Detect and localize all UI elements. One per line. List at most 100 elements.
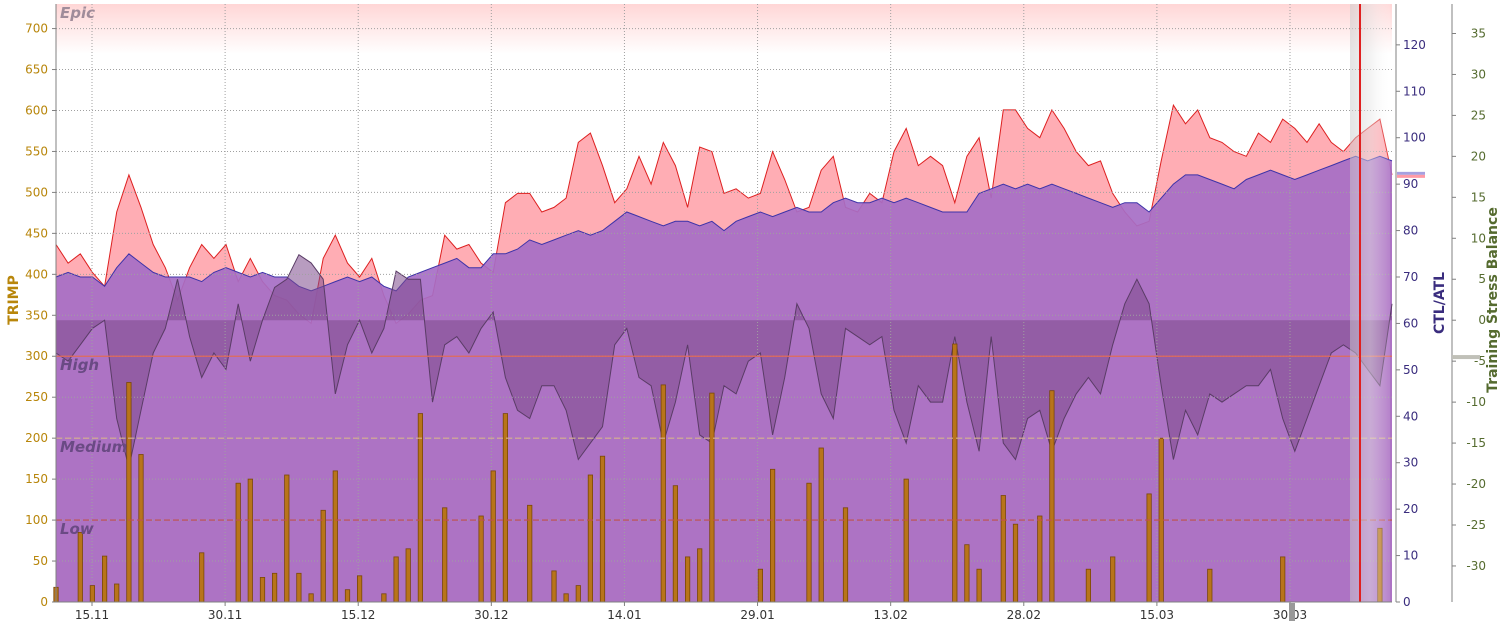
tsb-tick-label: -15 [1466, 436, 1486, 450]
trimp-tick-label: 600 [25, 103, 48, 117]
x-tick-label: 30.11 [208, 608, 242, 622]
trimp-bar [356, 575, 363, 603]
trimp-bar [842, 507, 849, 603]
ctl-atl-tick-label: 50 [1403, 363, 1418, 377]
zone-label-high: High [60, 356, 99, 374]
tsb-marker [1452, 355, 1480, 360]
trimp-axis-title: TRIMP [6, 275, 22, 325]
tsb-tick-label: 35 [1471, 26, 1486, 40]
ctl-line [55, 155, 1393, 292]
trimp-bar [1146, 493, 1152, 603]
trimp-bar [308, 593, 314, 603]
x-tick-label: 15.03 [1140, 608, 1174, 622]
trimp-bar [903, 478, 909, 603]
trimp-tick-label: 500 [25, 185, 48, 199]
trimp-tick-label: 700 [25, 22, 48, 36]
zone-label-epic: Epic [60, 4, 95, 22]
trimp-bar [284, 474, 290, 603]
atl-marker [1397, 174, 1425, 178]
tsb-tick-label: 30 [1471, 67, 1486, 81]
x-tick-label: 14.01 [607, 608, 641, 622]
ctl-atl-tick-label: 30 [1403, 456, 1418, 470]
ctl-atl-axis-title: CTL/ATL [1432, 272, 1448, 334]
tsb-tick-label: 10 [1471, 231, 1486, 245]
trimp-tick-label: 50 [33, 554, 48, 568]
trimp-bar [563, 593, 569, 603]
ctl-atl-tick-label: 120 [1403, 38, 1426, 52]
trimp-bar [709, 392, 715, 603]
cursor-position-marker[interactable] [1289, 603, 1295, 621]
tsb-tick-label: -10 [1466, 395, 1486, 409]
trimp-bar [89, 585, 95, 603]
trimp-bar [1037, 515, 1043, 603]
trimp-tick-label: 0 [40, 595, 48, 609]
tsb-tick-label: -25 [1466, 518, 1486, 532]
trimp-bar [806, 482, 812, 603]
trimp-bar [126, 382, 132, 603]
trimp-bar [332, 470, 338, 603]
trimp-bar [697, 548, 703, 603]
ctl-atl-tick-label: 40 [1403, 409, 1418, 423]
ctl-atl-tick-label: 60 [1403, 316, 1418, 330]
x-tick-label: 30.12 [474, 608, 508, 622]
trimp-bar [77, 532, 83, 603]
tsb-tick-label: 0 [1478, 313, 1486, 327]
tsb-tick-label: 5 [1478, 272, 1486, 286]
trimp-bar [587, 474, 594, 603]
trimp-bar [976, 568, 982, 603]
ctl-marker [1397, 171, 1425, 175]
trimp-bar [490, 470, 496, 603]
ctl-atl-tick-label: 90 [1403, 177, 1418, 191]
trimp-bar [660, 384, 666, 603]
trimp-bar [1012, 523, 1019, 603]
trimp-bar [575, 585, 581, 603]
zone-label-medium: Medium [60, 438, 127, 456]
tsb-area [56, 254, 1392, 468]
epic-zone-band [56, 4, 1392, 54]
trimp-bar [259, 577, 266, 603]
trimp-bar [757, 568, 764, 603]
x-tick-label: 29.01 [740, 608, 774, 622]
trimp-bar [1110, 556, 1116, 603]
x-tick-label: 15.11 [75, 608, 109, 622]
trimp-bar [952, 343, 958, 603]
trimp-bar [138, 454, 144, 603]
trimp-tick-label: 150 [25, 472, 48, 486]
trimp-bar [417, 413, 424, 603]
trimp-bar [478, 515, 484, 603]
trimp-bar [1000, 495, 1006, 603]
tsb-tick-label: 15 [1471, 190, 1486, 204]
trimp-bar [770, 468, 776, 603]
tsb-tick-label: 25 [1471, 108, 1486, 122]
tsb-tick-label: 20 [1471, 149, 1486, 163]
trimp-bar [1049, 390, 1055, 603]
trimp-bar [235, 482, 241, 603]
trimp-tick-label: 300 [25, 349, 48, 363]
trimp-tick-label: 100 [25, 513, 48, 527]
trimp-bar [381, 593, 387, 603]
trimp-tick-label: 400 [25, 267, 48, 281]
tsb-line [55, 253, 1393, 468]
ctl-atl-tick-label: 10 [1403, 549, 1418, 563]
ctl-atl-tick-label: 20 [1403, 502, 1418, 516]
trimp-bar [199, 552, 205, 603]
trimp-bar [393, 556, 399, 603]
trimp-bar [502, 413, 509, 603]
trimp-bar [114, 583, 120, 603]
trimp-bar [1085, 568, 1091, 603]
trimp-bar [1280, 556, 1286, 603]
trimp-bar [1207, 568, 1213, 603]
ctl-atl-tick-label: 0 [1403, 595, 1411, 609]
selection-shade[interactable] [1350, 4, 1390, 602]
tsb-tick-label: -20 [1466, 477, 1486, 491]
trimp-tick-label: 450 [25, 226, 48, 240]
trimp-bar [405, 548, 411, 603]
trimp-tick-label: 200 [25, 431, 48, 445]
zone-label-low: Low [60, 520, 94, 538]
trimp-tick-label: 550 [25, 144, 48, 158]
x-tick-label: 13.02 [873, 608, 907, 622]
trimp-tick-label: 350 [25, 308, 48, 322]
x-tick-label: 15.12 [341, 608, 375, 622]
trimp-bar [672, 485, 679, 603]
trimp-bar [964, 544, 970, 603]
